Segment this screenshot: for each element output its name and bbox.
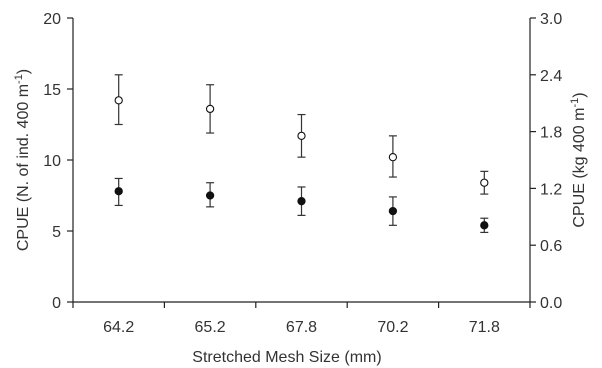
y-right-axis-label-end: ) bbox=[571, 92, 588, 97]
y-right-axis-label-sup: -1 bbox=[569, 98, 581, 108]
open-point bbox=[114, 96, 123, 105]
x-ticks: 64.2 65.2 67.8 70.2 71.8 bbox=[72, 302, 531, 336]
axes bbox=[72, 18, 531, 303]
x-tick-label: 71.8 bbox=[469, 319, 500, 336]
x-tick-label: 65.2 bbox=[195, 319, 226, 336]
y-left-ticks: 0 5 10 15 20 bbox=[43, 11, 73, 312]
filled-point bbox=[480, 221, 489, 230]
data-marks bbox=[114, 74, 489, 234]
y-right-tick-label: 0.6 bbox=[540, 238, 562, 255]
y-right-axis-label: CPUE (kg 400 m-1) bbox=[569, 92, 588, 227]
open-point bbox=[205, 104, 215, 114]
y-right-tick-label: 1.2 bbox=[540, 181, 562, 198]
y-left-tick-label: 10 bbox=[43, 153, 61, 170]
y-right-tick-label: 2.4 bbox=[540, 68, 562, 85]
y-left-axis-label-main: CPUE (N. of ind. 400 m bbox=[15, 84, 32, 251]
x-axis-label: Stretched Mesh Size (mm) bbox=[192, 349, 381, 366]
filled-point bbox=[205, 191, 215, 200]
y-right-axis-label-main: CPUE (kg 400 m bbox=[571, 108, 588, 228]
y-left-tick-label: 20 bbox=[43, 11, 61, 28]
y-right-tick-label: 1.8 bbox=[540, 125, 562, 142]
x-tick-label: 64.2 bbox=[103, 319, 134, 336]
y-left-axis-label-sup: -1 bbox=[13, 74, 25, 84]
y-right-ticks: 0.0 0.6 1.2 1.8 2.4 3.0 bbox=[530, 11, 562, 312]
x-tick-label: 70.2 bbox=[377, 319, 408, 336]
filled-point bbox=[297, 197, 306, 206]
open-point bbox=[297, 131, 306, 141]
filled-point bbox=[114, 187, 123, 196]
filled-point bbox=[388, 206, 398, 216]
y-left-axis-label: CPUE (N. of ind. 400 m-1) bbox=[13, 69, 32, 251]
y-left-tick-label: 15 bbox=[43, 82, 61, 99]
y-left-tick-label: 5 bbox=[52, 224, 61, 241]
y-right-tick-label: 3.0 bbox=[540, 11, 562, 28]
x-tick-label: 67.8 bbox=[286, 319, 317, 336]
y-left-axis-label-end: ) bbox=[15, 69, 32, 74]
open-point bbox=[480, 178, 489, 187]
open-point bbox=[388, 153, 398, 162]
y-left-tick-label: 0 bbox=[52, 295, 61, 312]
y-right-tick-label: 0.0 bbox=[540, 295, 562, 312]
